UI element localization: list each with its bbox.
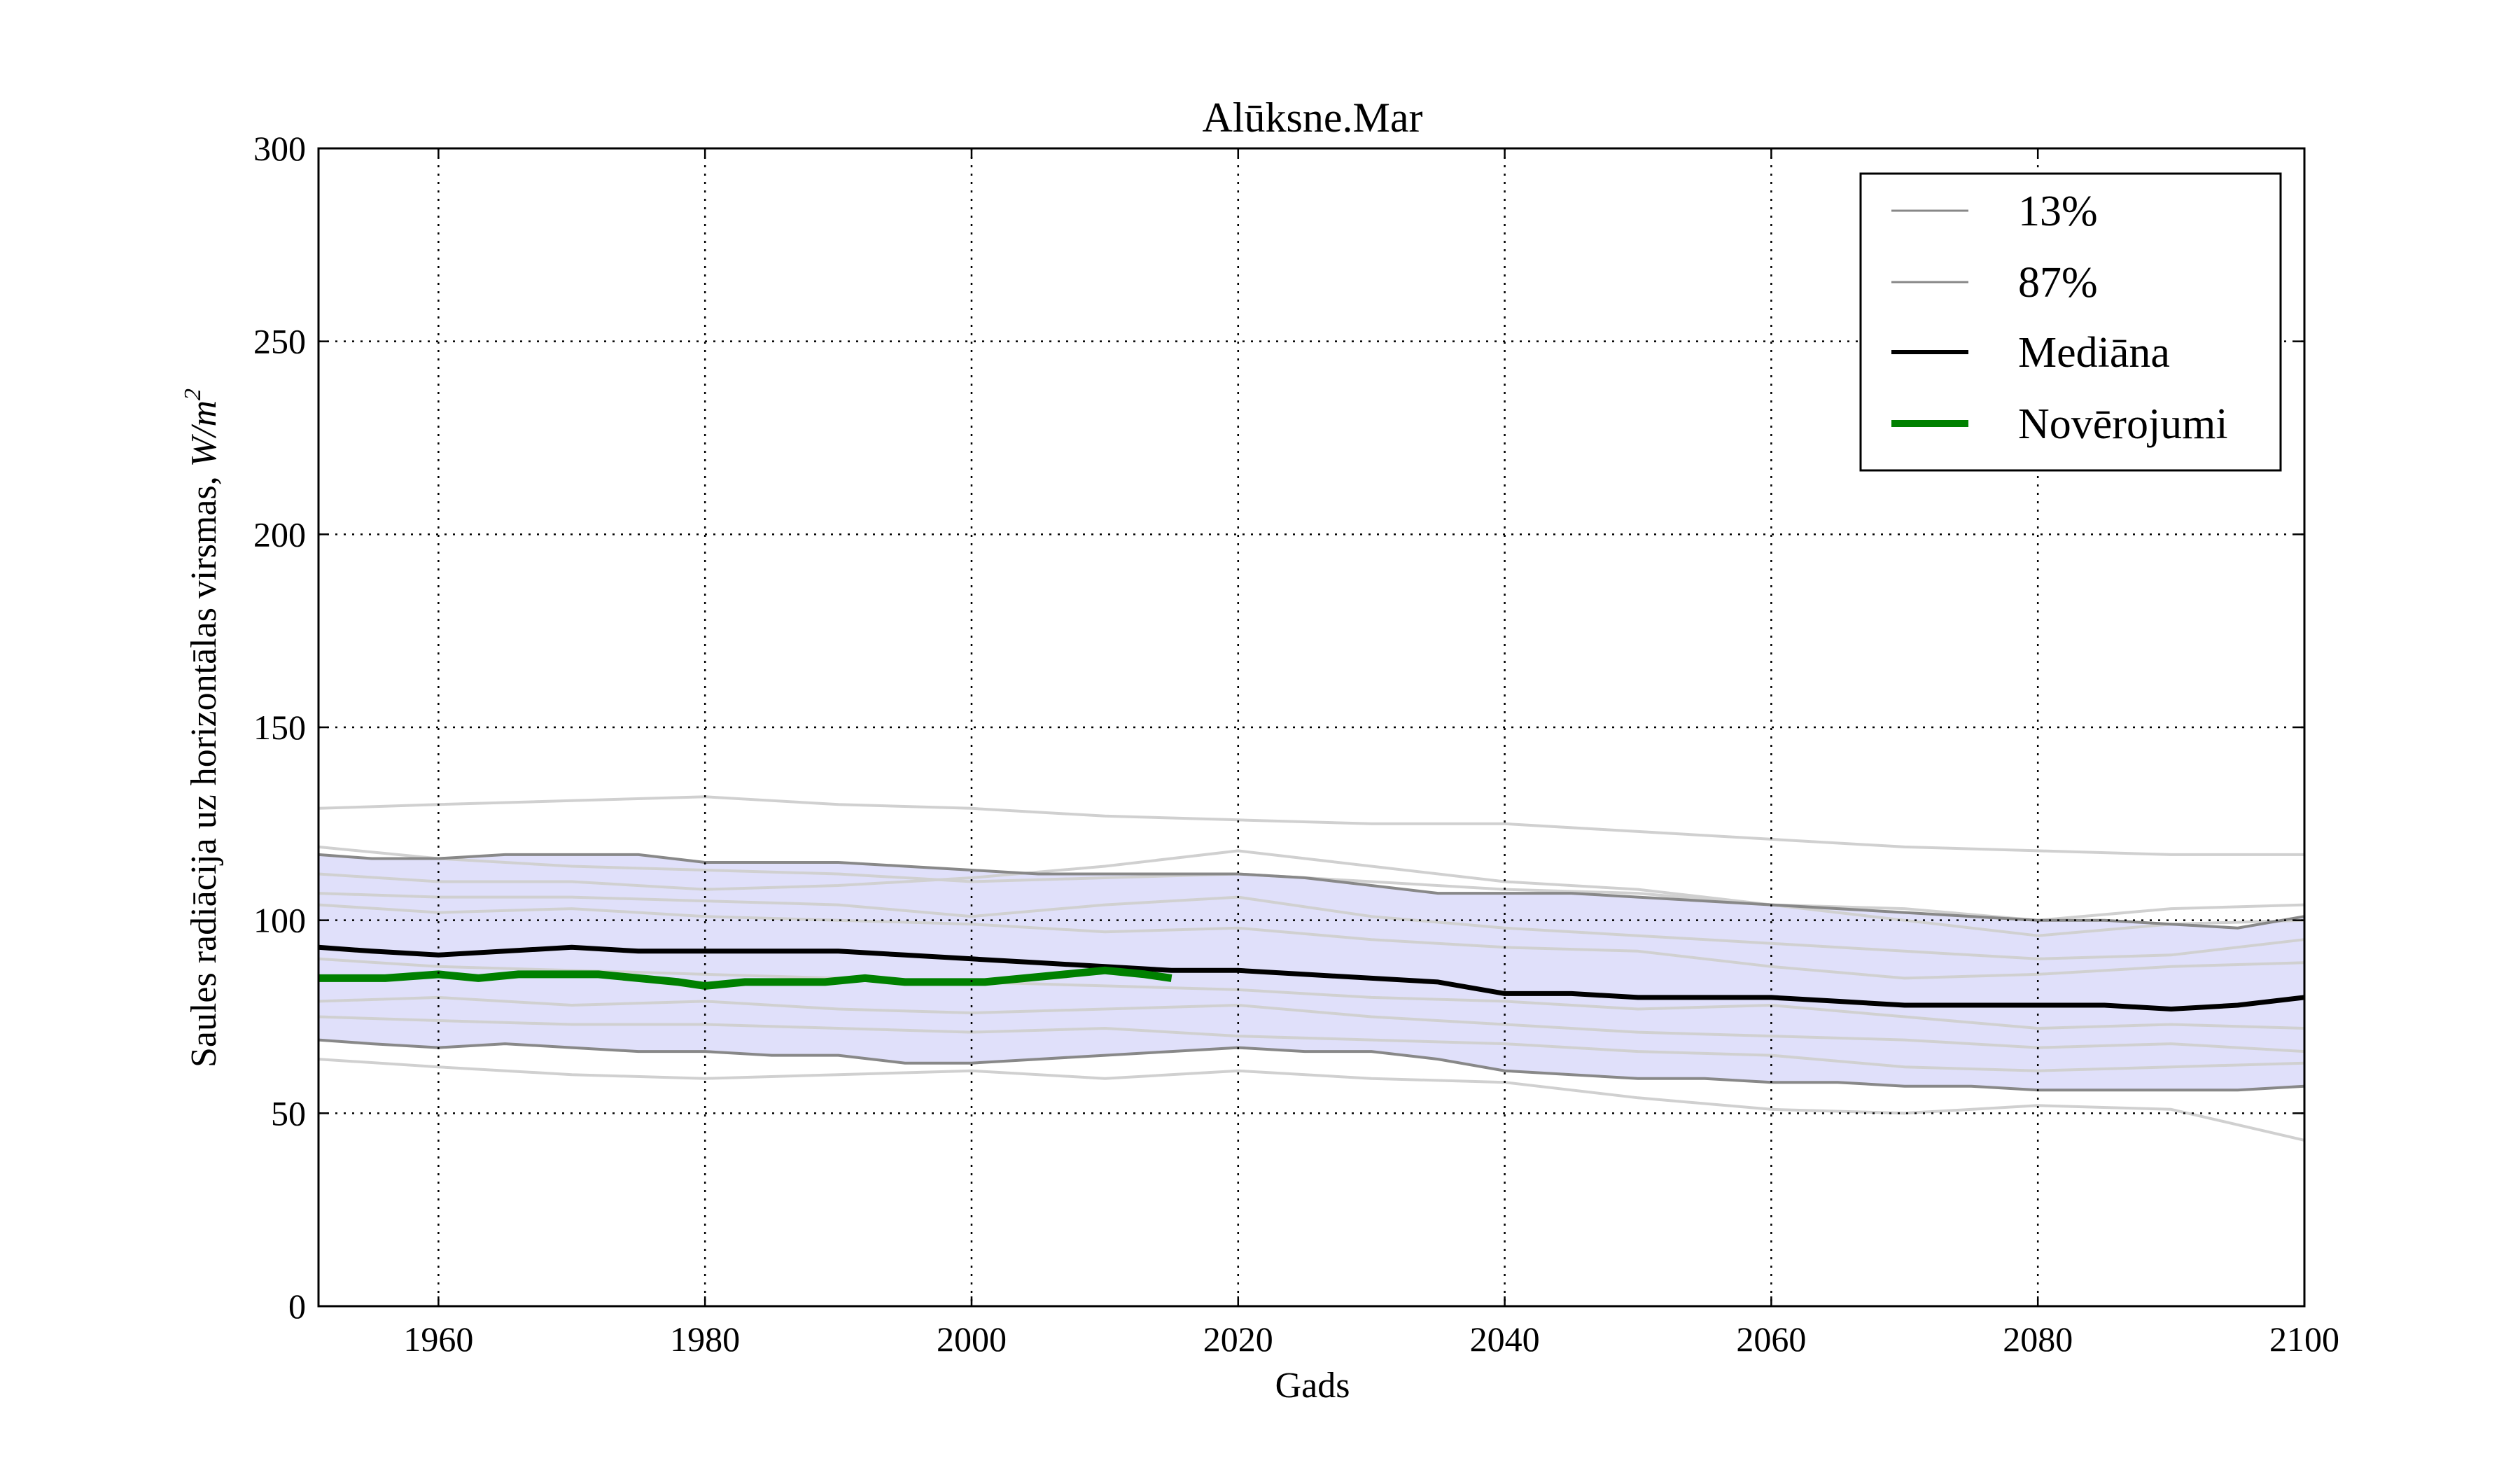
x-tick-label: 1960 — [403, 1320, 473, 1359]
ensemble-member-line-4 — [318, 892, 2305, 960]
chart-title: Alūksne.Mar — [1203, 94, 1423, 141]
ensemble-member-line-7 — [318, 995, 2305, 1054]
y-axis-label-text: Saules radiācija uz horizontālas virsmas… — [184, 467, 224, 1068]
y-axis-label: Saules radiācija uz horizontālas virsmas… — [180, 388, 224, 1068]
y-tick-label: 150 — [253, 708, 306, 747]
x-axis-label: Gads — [1275, 1366, 1350, 1406]
legend-label-median: Mediāna — [2018, 329, 2170, 377]
ensemble-member-line-3 — [318, 849, 2305, 937]
axes: 1960 1980 2000 2020 2040 2060 2080 2100 0 50 100 15… — [253, 129, 2339, 1359]
series-line-87 — [318, 853, 2305, 930]
x-tick-label: 2080 — [2003, 1320, 2073, 1359]
x-tick-label: 2020 — [1203, 1320, 1273, 1359]
x-tick-label: 2060 — [1736, 1320, 1806, 1359]
ensemble-member-line-9 — [318, 1058, 2305, 1142]
x-tick-label: 2040 — [1470, 1320, 1540, 1359]
y-axis-label-exponent: 2 — [180, 388, 206, 400]
series-line-13 — [318, 1038, 2305, 1092]
y-tick-label: 0 — [288, 1287, 306, 1326]
y-axis-label-unit: W/m — [184, 400, 224, 467]
y-tick-label: 300 — [253, 129, 306, 168]
series-line-observations — [318, 966, 1172, 990]
y-tick-label: 50 — [271, 1093, 306, 1133]
series-line-median — [318, 944, 2305, 1011]
y-tick-label: 100 — [253, 901, 306, 940]
legend: 13% 87% Mediāna Novērojumi — [1859, 172, 2282, 472]
legend-label-observations: Novērojumi — [2018, 400, 2228, 448]
y-tick-label: 200 — [253, 514, 306, 554]
legend-label-87: 87% — [2018, 259, 2098, 307]
y-tick-label: 250 — [253, 322, 306, 361]
x-tick-label: 1980 — [670, 1320, 740, 1359]
ensemble-member-line-8 — [318, 1015, 2305, 1072]
ensemble-member-line-1 — [318, 795, 2304, 856]
ensemble-member-line-5 — [318, 903, 2305, 980]
ensemble-member-line-6 — [318, 957, 2305, 1030]
legend-label-13: 13% — [2018, 188, 2098, 235]
x-tick-label: 2000 — [937, 1320, 1007, 1359]
x-tick-label: 2100 — [2269, 1320, 2339, 1359]
